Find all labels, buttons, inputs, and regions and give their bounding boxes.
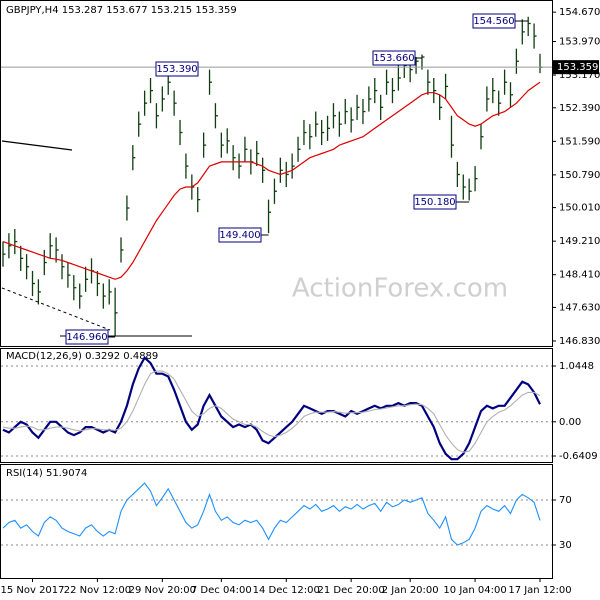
- y-tick-label: 70: [559, 495, 572, 506]
- y-tick-label: 1.0448: [559, 361, 594, 372]
- y-tick-label: 150.010: [559, 203, 600, 214]
- x-tick-label: 10 Jan 04:00: [443, 585, 506, 596]
- y-tick-label: 30: [559, 540, 572, 551]
- rsi-title: RSI(14) 51.9074: [6, 468, 87, 479]
- x-tick-label: 7 Dec 04:00: [191, 585, 252, 596]
- watermark: ActionForex.com: [292, 274, 508, 304]
- macd-panel: [0, 348, 553, 463]
- rsi-panel: [0, 464, 553, 579]
- trend-line: [1, 140, 73, 151]
- x-tick-label: 21 Dec 20:00: [318, 585, 385, 596]
- x-tick-label: 2 Jan 20:00: [382, 585, 439, 596]
- y-tick-label: 150.790: [559, 170, 600, 181]
- chart-title: GBPJPY,H4 153.287 153.677 153.215 153.35…: [6, 5, 237, 16]
- y-tick-label: -0.6409: [559, 451, 598, 462]
- y-tick-label: 152.390: [559, 103, 600, 114]
- x-tick-label: 15 Nov 2017: [0, 585, 64, 596]
- annotation-label: 154.560: [473, 16, 514, 27]
- y-tick-label: 147.630: [559, 302, 600, 313]
- annotation-label: 146.960: [66, 332, 107, 343]
- annotation-label: 149.400: [219, 230, 260, 241]
- last-price-box: [553, 60, 599, 75]
- moving-average: [2, 81, 541, 280]
- annotation-box: [472, 13, 516, 29]
- y-tick-label: 153.970: [559, 37, 600, 48]
- annotation-box: [218, 227, 262, 243]
- y-tick-label: 154.670: [559, 7, 600, 18]
- y-tick-label: 149.210: [559, 236, 600, 247]
- indicator-line: [2, 482, 541, 546]
- annotation-label: 153.390: [156, 64, 197, 75]
- annotation-box: [372, 50, 416, 66]
- macd-title: MACD(12,26,9) 0.3292 0.4889: [6, 351, 158, 362]
- x-tick-label: 17 Jan 12:00: [508, 585, 571, 596]
- annotation-label: 153.660: [373, 53, 414, 64]
- y-tick-label: 148.410: [559, 270, 600, 281]
- last-price-label: 153.359: [557, 62, 598, 73]
- x-tick-label: 29 Nov 20:00: [129, 585, 196, 596]
- annotation-box: [65, 329, 109, 345]
- y-tick-label: 146.830: [559, 336, 600, 347]
- y-tick-label: 151.590: [559, 136, 600, 147]
- price-panel: [0, 0, 553, 347]
- y-tick-label: 153.170: [559, 70, 600, 81]
- annotation-label: 150.180: [414, 197, 455, 208]
- annotation-box: [155, 61, 199, 77]
- indicator-line: [2, 370, 541, 453]
- trend-line-dashed: [1, 287, 111, 331]
- x-tick-label: 14 Dec 12:00: [253, 585, 320, 596]
- indicator-line: [2, 355, 541, 461]
- x-tick-label: 22 Nov 12:00: [64, 585, 131, 596]
- y-tick-label: 0.00: [559, 417, 581, 428]
- annotation-box: [413, 194, 457, 210]
